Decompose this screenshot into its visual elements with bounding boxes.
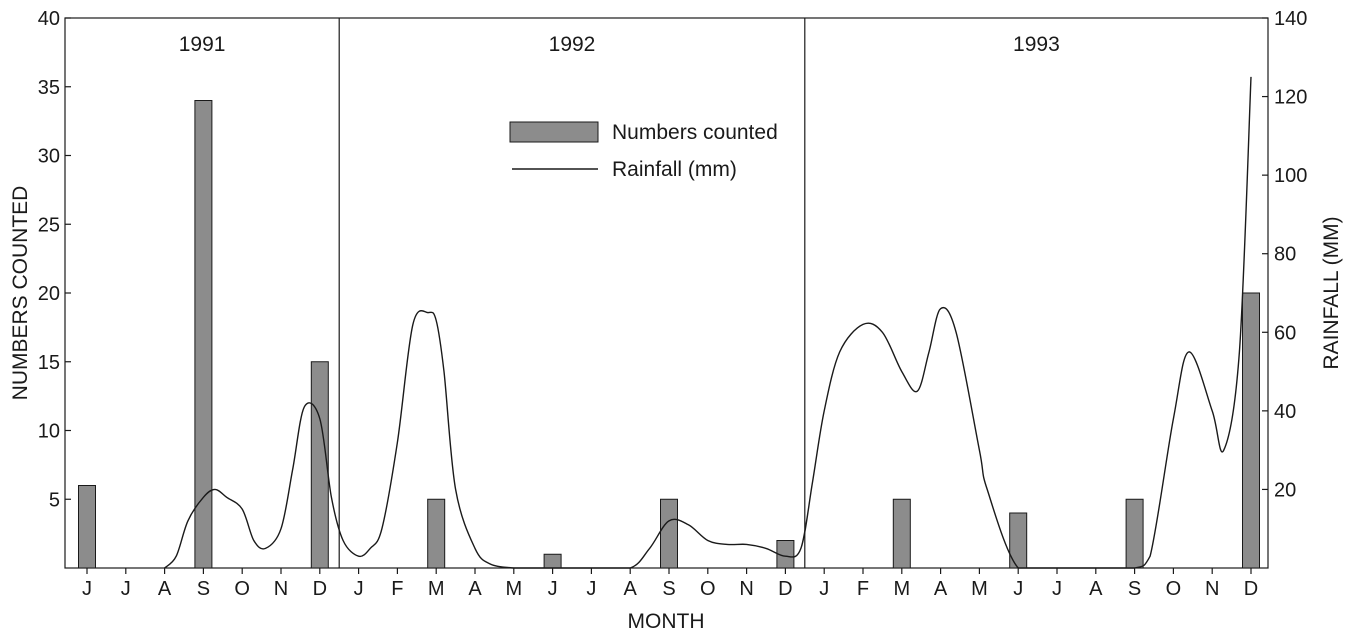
year-label: 1991	[179, 33, 226, 56]
year-label: 1992	[549, 33, 596, 56]
x-tick-label: A	[158, 578, 172, 600]
year-dividers	[338, 18, 806, 568]
bar	[78, 485, 96, 569]
x-tick-label: M	[971, 578, 988, 600]
x-tick-label: J	[354, 578, 364, 600]
left-y-axis-title: NUMBERS COUNTED	[9, 186, 32, 401]
rainfall-line	[164, 76, 1252, 569]
x-tick-label: J	[1052, 578, 1062, 600]
x-tick-label: N	[1205, 578, 1219, 600]
x-tick-label: S	[197, 578, 210, 600]
right-y-tick-label: 60	[1274, 322, 1296, 344]
bar	[543, 553, 562, 569]
year-labels: 1991 1992 1993	[179, 33, 1060, 56]
x-tick-label: F	[391, 578, 403, 600]
left-y-tick-label: 10	[38, 421, 60, 443]
bar	[660, 498, 678, 569]
legend-label-rainfall: Rainfall (mm)	[612, 158, 737, 181]
left-y-tick-label: 35	[38, 77, 60, 99]
x-tick-label: J	[1013, 578, 1023, 600]
bar	[1125, 498, 1144, 569]
left-y-tick-label: 15	[38, 352, 60, 374]
legend: Numbers counted Rainfall (mm)	[509, 121, 778, 181]
left-y-tick-label: 20	[38, 283, 60, 305]
x-tick-label: J	[819, 578, 829, 600]
x-tick-label: A	[934, 578, 948, 600]
right-y-tick-label: 120	[1274, 87, 1307, 109]
x-tick-label: J	[548, 578, 558, 600]
x-tick-label: M	[505, 578, 522, 600]
plot-frame	[64, 17, 1269, 569]
x-tick-label: M	[893, 578, 910, 600]
x-tick-label: A	[624, 578, 638, 600]
bar	[310, 361, 329, 569]
left-y-axis-ticks: 5 10 15 20 25 30 35 40	[38, 8, 71, 511]
x-tick-label: A	[468, 578, 482, 600]
left-y-tick-label: 25	[38, 214, 60, 236]
right-y-tick-label: 40	[1274, 401, 1296, 423]
x-tick-label: J	[586, 578, 596, 600]
x-tick-label: M	[428, 578, 445, 600]
right-y-tick-label: 100	[1274, 165, 1307, 187]
left-y-tick-label: 40	[38, 8, 60, 30]
left-y-tick-label: 30	[38, 146, 60, 168]
x-tick-label: S	[1128, 578, 1141, 600]
x-tick-label: O	[700, 578, 716, 600]
right-y-axis-title: RAINFALL (MM)	[1320, 216, 1343, 369]
right-y-axis-ticks: 20 40 60 80 100 120 140	[1262, 8, 1307, 501]
x-tick-label: N	[274, 578, 288, 600]
x-tick-label: D	[778, 578, 792, 600]
x-tick-label: N	[739, 578, 753, 600]
bar	[1242, 292, 1260, 569]
legend-label-numbers-counted: Numbers counted	[612, 121, 778, 144]
x-axis-title: MONTH	[628, 610, 705, 633]
year-label: 1993	[1013, 33, 1060, 56]
right-y-tick-label: 140	[1274, 8, 1307, 30]
x-tick-label: O	[234, 578, 250, 600]
x-tick-label: A	[1089, 578, 1103, 600]
x-tick-label: S	[662, 578, 675, 600]
right-y-tick-label: 20	[1274, 479, 1296, 501]
bar	[892, 498, 911, 569]
right-y-tick-label: 80	[1274, 244, 1296, 266]
x-tick-label: D	[313, 578, 327, 600]
left-y-tick-label: 5	[49, 489, 60, 511]
x-tick-label: O	[1166, 578, 1182, 600]
x-tick-label: J	[82, 578, 92, 600]
x-tick-label: J	[121, 578, 131, 600]
x-tick-label: D	[1244, 578, 1258, 600]
x-tick-label: F	[857, 578, 869, 600]
bar	[427, 498, 446, 569]
legend-swatch-numbers-counted	[509, 121, 599, 143]
